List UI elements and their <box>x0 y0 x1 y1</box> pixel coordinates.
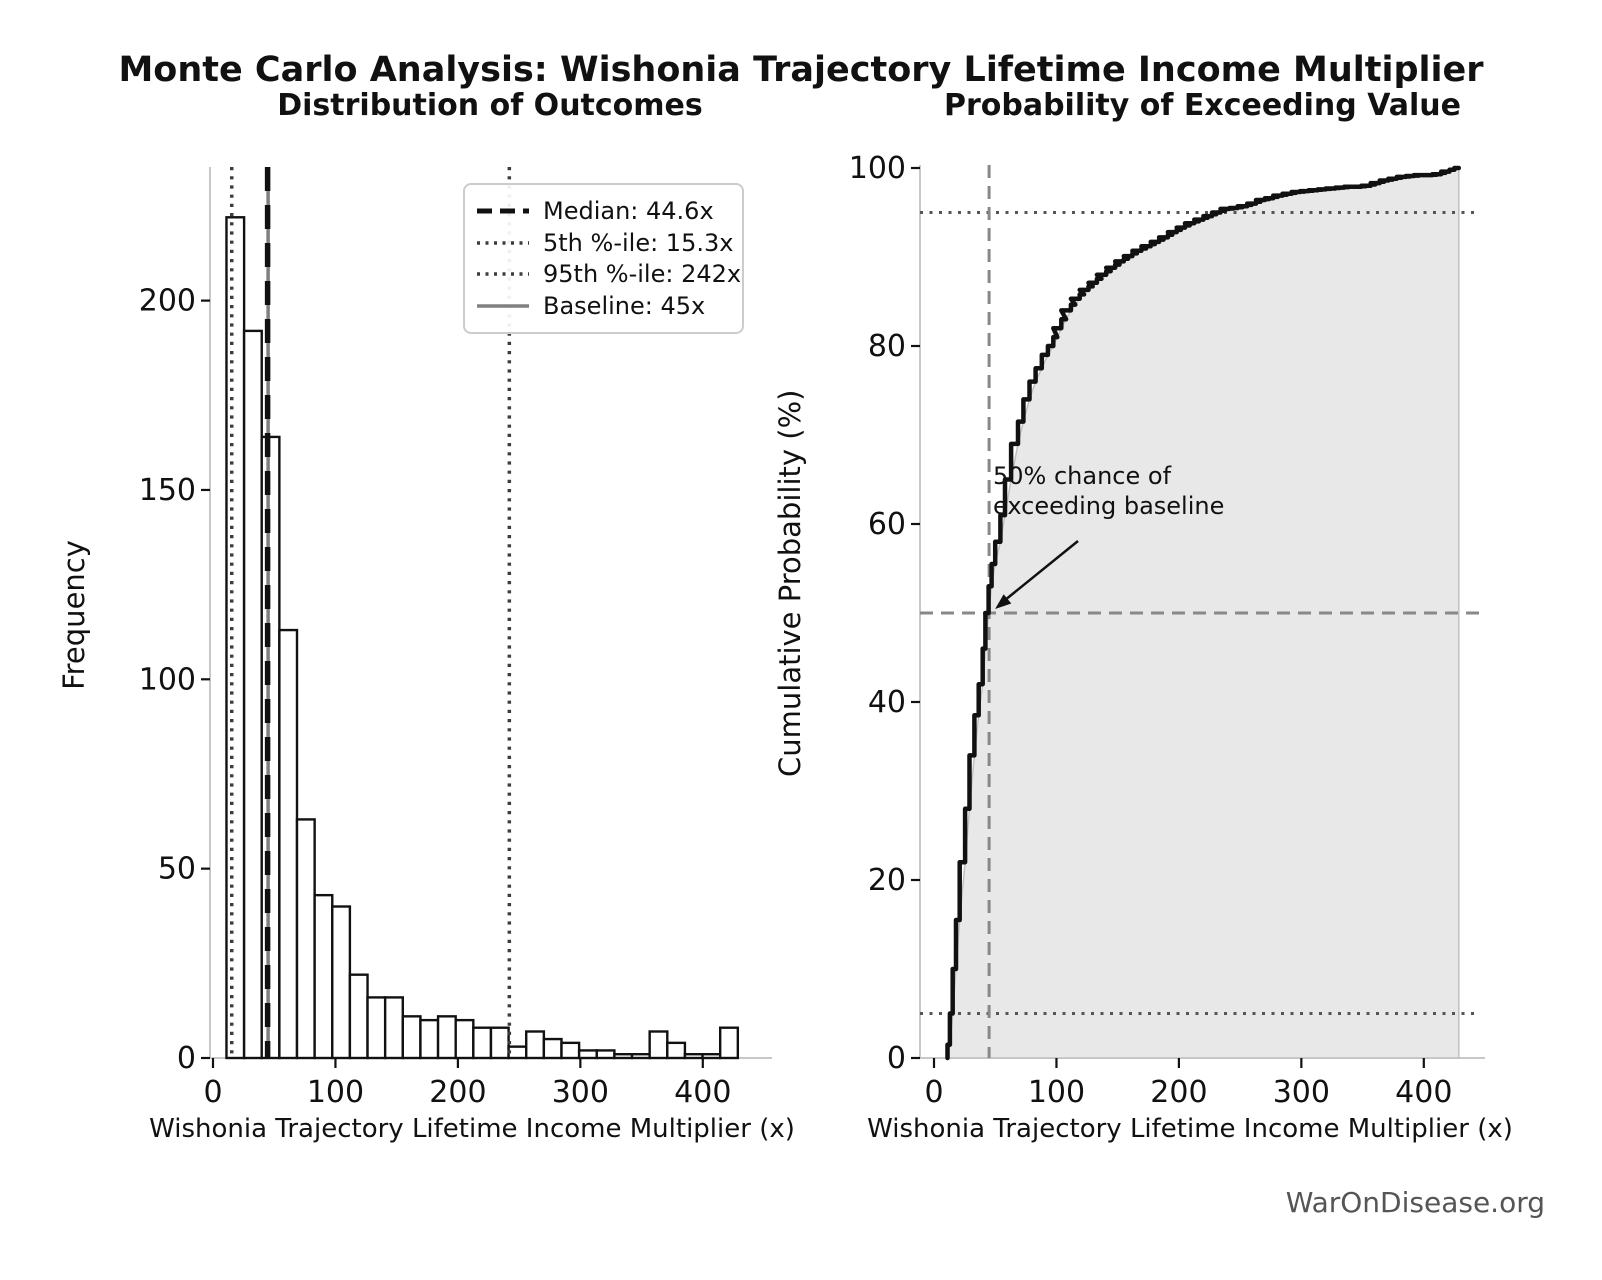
histogram-bar <box>278 628 299 1060</box>
histogram-bar <box>577 1049 598 1060</box>
left-x-axis-label: Wishonia Trajectory Lifetime Income Mult… <box>149 1114 795 1144</box>
x-tick-label: 200 <box>429 1075 486 1110</box>
dotted-line-icon <box>477 240 529 245</box>
y-tick-label: 60 <box>868 507 906 542</box>
histogram-bar <box>454 1018 475 1060</box>
left-y-axis-label: Frequency <box>57 540 91 690</box>
legend-label: Median: 44.6x <box>543 196 714 225</box>
annotation-arrow-line <box>1004 540 1079 601</box>
histogram-bar <box>507 1045 528 1060</box>
right-y-axis-label: Cumulative Probability (%) <box>773 389 807 777</box>
annotation-line-2: exceeding baseline <box>993 492 1225 520</box>
x-tick-label: 100 <box>1028 1075 1085 1110</box>
cdf-curve <box>945 165 1462 1061</box>
histogram-bar <box>683 1053 704 1060</box>
y-tick-label: 0 <box>887 1041 906 1076</box>
histogram-bar <box>630 1053 651 1060</box>
histogram-bar <box>666 1041 687 1060</box>
histogram-bar <box>489 1026 510 1060</box>
y-tick-label: 40 <box>868 685 906 720</box>
x-tick-label: 0 <box>924 1075 943 1110</box>
legend-item-p5: 5th %-ile: 15.3x <box>477 227 734 259</box>
legend: Median: 44.6x 5th %-ile: 15.3x 95th %-il… <box>463 183 744 334</box>
histogram-bar <box>648 1030 669 1060</box>
histogram-bar <box>560 1041 581 1060</box>
dotted-line-icon <box>477 272 529 277</box>
x-tick-label: 400 <box>1395 1075 1452 1110</box>
histogram-bar <box>331 905 352 1060</box>
legend-item-baseline: Baseline: 45x <box>477 290 730 322</box>
histogram-bar <box>718 1026 740 1060</box>
left-plot-title: Distribution of Outcomes <box>277 88 703 123</box>
histogram-bar <box>419 1018 440 1060</box>
right-plot-title: Probability of Exceeding Value <box>943 88 1462 123</box>
histogram-bar <box>595 1049 616 1060</box>
legend-label: 5th %-ile: 15.3x <box>543 228 734 257</box>
y-tick-label: 200 <box>139 284 196 319</box>
y-tick-label: 0 <box>177 1041 196 1076</box>
histogram-bar <box>436 1015 457 1060</box>
y-tick-label: 80 <box>868 329 906 364</box>
histogram-bar <box>542 1037 563 1060</box>
dashed-line-icon <box>477 208 529 214</box>
histogram-bar <box>472 1026 493 1060</box>
x-tick-label: 100 <box>307 1075 364 1110</box>
legend-item-median: Median: 44.6x <box>477 195 730 227</box>
histogram-bar <box>401 1015 422 1060</box>
histogram-bar <box>366 996 387 1060</box>
x-tick-label: 0 <box>203 1075 222 1110</box>
histogram-bar <box>348 973 369 1060</box>
annotation-line-1: 50% chance of <box>993 462 1172 490</box>
histogram-bar <box>701 1053 722 1060</box>
y-tick-label: 150 <box>139 473 196 508</box>
histogram-bar <box>383 996 404 1060</box>
x-tick-label: 300 <box>1273 1075 1330 1110</box>
main-title: Monte Carlo Analysis: Wishonia Trajector… <box>118 50 1484 90</box>
annotation-text: 50% chance of exceeding baseline <box>993 461 1224 521</box>
legend-item-p95: 95th %-ile: 242x <box>477 259 741 291</box>
histogram-bar <box>295 818 316 1060</box>
histogram-bar <box>313 893 334 1060</box>
legend-label: 95th %-ile: 242x <box>543 260 742 289</box>
y-tick-label: 50 <box>158 852 196 887</box>
y-tick-label: 100 <box>139 662 196 697</box>
histogram-bar <box>242 329 263 1060</box>
right-x-axis-label: Wishonia Trajectory Lifetime Income Mult… <box>867 1114 1513 1144</box>
solid-line-icon <box>477 304 529 308</box>
x-tick-label: 200 <box>1150 1075 1207 1110</box>
histogram-bar <box>225 216 246 1060</box>
histogram-bar <box>525 1030 546 1060</box>
histogram-bar <box>613 1053 634 1060</box>
x-tick-label: 300 <box>552 1075 609 1110</box>
y-tick-label: 100 <box>849 151 906 186</box>
x-tick-label: 400 <box>674 1075 731 1110</box>
watermark-text: WarOnDisease.org <box>1285 1186 1545 1219</box>
annotation-arrowhead <box>995 594 1012 609</box>
legend-label: Baseline: 45x <box>543 292 706 321</box>
histogram-bar <box>260 435 281 1060</box>
y-tick-label: 20 <box>868 863 906 898</box>
